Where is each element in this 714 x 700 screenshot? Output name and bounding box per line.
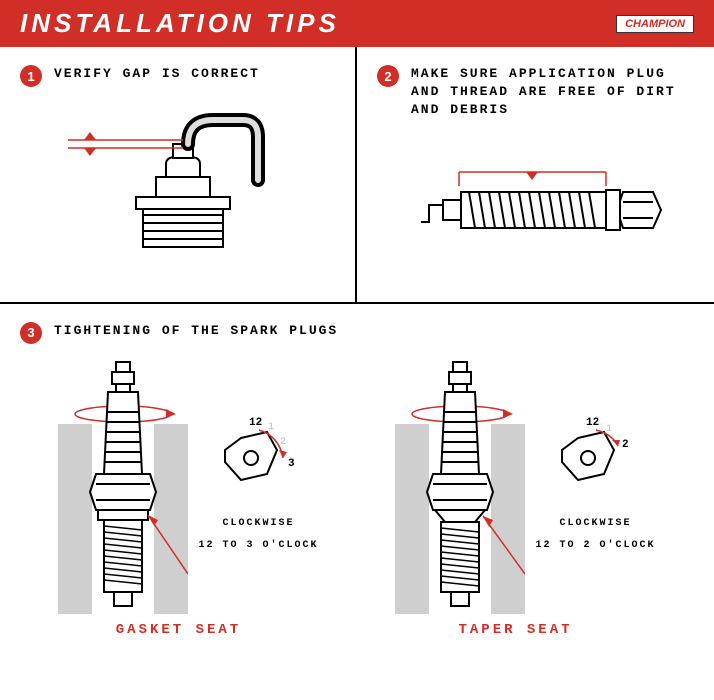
taper-seat-label: TAPER SEAT <box>375 622 655 638</box>
step-1-head: 1 VERIFY GAP IS CORRECT <box>20 65 335 87</box>
gasket-seat-label: GASKET SEAT <box>38 622 318 638</box>
step-1-text: VERIFY GAP IS CORRECT <box>54 65 260 83</box>
gasket-clock-text1: CLOCKWISE <box>198 517 318 531</box>
clock-1: 1 <box>268 422 274 433</box>
panel-step-1: 1 VERIFY GAP IS CORRECT <box>0 47 357 302</box>
thread-diagram-svg <box>391 150 681 270</box>
top-row: 1 VERIFY GAP IS CORRECT <box>0 47 714 304</box>
step-2-number: 2 <box>377 65 399 87</box>
diagram-gap <box>20 97 335 257</box>
step-3-head: 3 TIGHTENING OF THE SPARK PLUGS <box>20 322 694 344</box>
step-2-text: MAKE SURE APPLICATION PLUG AND THREAD AR… <box>411 65 694 120</box>
bottom-diagrams: 12 1 2 3 CLOCKWISE 12 TO 3 O'CLOCK GASKE… <box>20 354 694 638</box>
taper-clock-svg: 12 1 2 <box>548 414 643 504</box>
step-3-text: TIGHTENING OF THE SPARK PLUGS <box>54 322 338 340</box>
step-1-number: 1 <box>20 65 42 87</box>
taper-clock-text1: CLOCKWISE <box>535 517 655 531</box>
panel-step-3: 3 TIGHTENING OF THE SPARK PLUGS <box>0 304 714 656</box>
panel-step-2: 2 MAKE SURE APPLICATION PLUG AND THREAD … <box>357 47 714 302</box>
gasket-group: 12 1 2 3 CLOCKWISE 12 TO 3 O'CLOCK GASKE… <box>58 354 318 638</box>
brand-logo: CHAMPION <box>616 15 694 33</box>
gasket-plug-svg <box>58 354 188 614</box>
taper-clock-text2: 12 TO 2 O'CLOCK <box>535 539 655 553</box>
clock-12: 12 <box>249 417 262 429</box>
taper-clock: 12 1 2 CLOCKWISE 12 TO 2 O'CLOCK <box>535 414 655 553</box>
clock-1-t: 1 <box>606 424 612 435</box>
header-bar: INSTALLATION TIPS CHAMPION <box>0 0 714 47</box>
clock-3: 3 <box>288 458 295 470</box>
clock-2-t: 2 <box>622 439 629 451</box>
taper-group: 12 1 2 CLOCKWISE 12 TO 2 O'CLOCK TAPER S… <box>395 354 655 638</box>
step-2-head: 2 MAKE SURE APPLICATION PLUG AND THREAD … <box>377 65 694 120</box>
diagram-thread <box>377 130 694 290</box>
clock-2: 2 <box>280 437 286 448</box>
taper-plug-svg <box>395 354 525 614</box>
header-title: INSTALLATION TIPS <box>20 8 340 39</box>
gasket-clock-svg: 12 1 2 3 <box>211 414 306 504</box>
clock-12-t: 12 <box>586 417 599 429</box>
gap-diagram-svg <box>48 102 308 252</box>
step-3-number: 3 <box>20 322 42 344</box>
gasket-clock: 12 1 2 3 CLOCKWISE 12 TO 3 O'CLOCK <box>198 414 318 553</box>
gasket-clock-text2: 12 TO 3 O'CLOCK <box>198 539 318 553</box>
